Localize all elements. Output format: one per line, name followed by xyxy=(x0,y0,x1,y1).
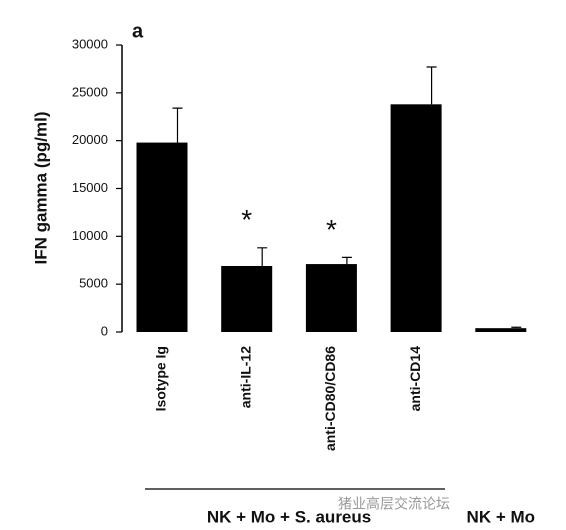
y-axis-label: IFN gamma (pg/ml) xyxy=(31,111,50,264)
x-tick-label: Isotype Ig xyxy=(153,346,169,411)
panel-label: a xyxy=(132,20,144,42)
significance: * xyxy=(326,214,337,245)
error-bar xyxy=(426,66,437,105)
group-label: NK + Mo + S. aureus xyxy=(207,507,371,526)
y-tick-label: 20000 xyxy=(72,132,108,147)
x-tick-label: anti-CD14 xyxy=(407,346,423,412)
group-label: NK + Mo xyxy=(467,507,535,526)
error-bar xyxy=(341,256,352,265)
x-tick-label: anti-CD80/CD86 xyxy=(322,346,338,451)
x-tick-label: anti-IL-12 xyxy=(237,346,253,408)
bar xyxy=(136,142,188,332)
bar xyxy=(305,264,357,332)
bar xyxy=(221,265,273,332)
bar xyxy=(390,104,442,333)
error-bar xyxy=(172,107,183,143)
bar xyxy=(475,328,527,332)
y-tick-label: 10000 xyxy=(72,228,108,243)
watermark: 猪业高层交流论坛 xyxy=(338,496,450,512)
y-tick-label: 25000 xyxy=(72,84,108,99)
error-bar xyxy=(257,247,268,266)
y-tick-label: 15000 xyxy=(72,180,108,195)
y-tick-label: 0 xyxy=(101,323,108,338)
y-tick-label: 5000 xyxy=(79,276,108,291)
significance: * xyxy=(241,204,252,235)
error-bar xyxy=(511,326,522,329)
y-tick-label: 30000 xyxy=(72,36,108,51)
